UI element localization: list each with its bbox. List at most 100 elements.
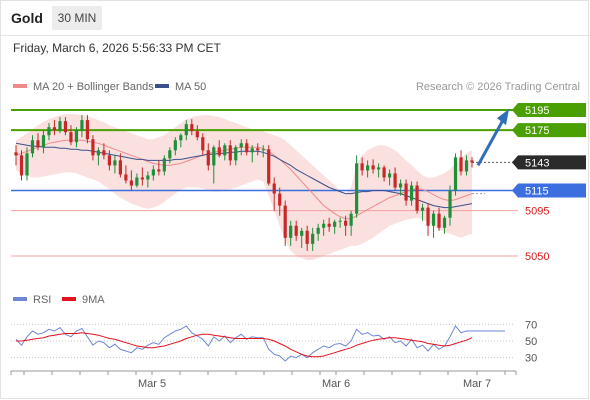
candle (360, 157, 364, 176)
price-tag-current: 5143 (512, 155, 586, 170)
forecast-arrow (476, 109, 509, 167)
candle (74, 127, 79, 148)
forecast-arrow-head (497, 109, 509, 126)
candle (377, 163, 381, 178)
candle (195, 125, 199, 141)
candle (19, 150, 24, 181)
candle (470, 157, 474, 168)
rsi-legend-label: RSI (33, 294, 51, 306)
candle (398, 179, 403, 196)
x-tick-label: Mar 5 (138, 378, 166, 390)
candle (179, 133, 183, 148)
candle (140, 167, 144, 186)
candle (234, 145, 238, 166)
candle (256, 143, 260, 156)
candle (448, 185, 452, 226)
candle (393, 167, 397, 191)
price-tag-5175: 5175 (512, 123, 586, 138)
candle (250, 145, 254, 163)
candle (442, 215, 447, 234)
candle (113, 155, 117, 174)
candle (217, 140, 221, 158)
x-tick-label: Mar 6 (322, 378, 350, 390)
candle (80, 115, 84, 138)
candle (223, 143, 227, 161)
candle (151, 165, 155, 181)
price-tag-5195: 5195 (512, 103, 586, 118)
price-tag-5095: 5095 (525, 206, 549, 218)
candle (69, 125, 73, 146)
candle (91, 135, 95, 161)
price-tag-5050-text: 5050 (525, 251, 549, 263)
price-tag-5095-text: 5095 (525, 206, 549, 218)
main-legend: MA 20 + Bollinger Bands MA 50 Research ©… (13, 81, 580, 93)
price-tag-5115: 5115 (512, 183, 586, 198)
candle (322, 219, 326, 236)
rsi-tick-label: 70 (525, 319, 537, 331)
candle (278, 187, 282, 216)
rsi-legend: RSI 9MA (13, 294, 105, 306)
candle (135, 173, 139, 188)
candle (52, 120, 57, 136)
candle (118, 153, 122, 178)
instrument-title: Gold (11, 10, 43, 26)
candle (327, 217, 331, 232)
x-tick-label: Mar 7 (463, 378, 491, 390)
ma20-legend-swatch (13, 84, 27, 88)
candle (289, 220, 293, 246)
candle (426, 203, 430, 236)
candle (14, 145, 18, 166)
candle (124, 165, 128, 184)
candle (272, 177, 276, 211)
candle (316, 223, 320, 241)
9ma-legend-label: 9MA (82, 294, 105, 306)
rsi-tick-label: 30 (525, 353, 537, 365)
price-tag-5195-text: 5195 (525, 105, 549, 117)
candle (459, 150, 463, 176)
candle (437, 207, 441, 231)
candle (245, 139, 249, 156)
candle (239, 139, 243, 156)
candle (41, 130, 46, 154)
candle (63, 117, 68, 136)
rsi-line (15, 325, 472, 362)
candle (420, 203, 425, 221)
candle (47, 123, 51, 141)
candle (404, 179, 408, 206)
rsi-tick-label: 50 (525, 336, 537, 348)
rsi-panel: 70 50 30 (11, 319, 537, 365)
candle (162, 155, 166, 176)
candle (190, 119, 194, 136)
candle (371, 159, 375, 174)
forecast-arrow-line (476, 119, 505, 167)
rsi-legend-swatch (13, 297, 27, 301)
candle (146, 171, 150, 188)
candle (409, 181, 414, 206)
candlesticks (14, 115, 474, 251)
candle (157, 160, 161, 176)
candle (431, 210, 436, 238)
candle (36, 133, 40, 151)
ma50-legend-swatch (155, 84, 169, 88)
candle (206, 143, 210, 171)
candle (102, 143, 106, 160)
candle (58, 117, 62, 134)
candle (173, 137, 177, 156)
candle (168, 147, 172, 164)
candle (30, 135, 35, 158)
candle (283, 200, 287, 246)
candle (267, 145, 271, 186)
candle (201, 133, 205, 156)
candle (85, 115, 90, 144)
timeframe-button[interactable]: 30 MIN (52, 6, 102, 30)
candle (355, 155, 359, 218)
price-tag-5175-text: 5175 (525, 125, 549, 137)
price-tag-5115-text: 5115 (525, 186, 549, 198)
candle (228, 140, 232, 166)
candle (96, 147, 101, 166)
candle (261, 145, 265, 158)
9ma-legend-swatch (62, 297, 76, 301)
candle (184, 120, 188, 141)
